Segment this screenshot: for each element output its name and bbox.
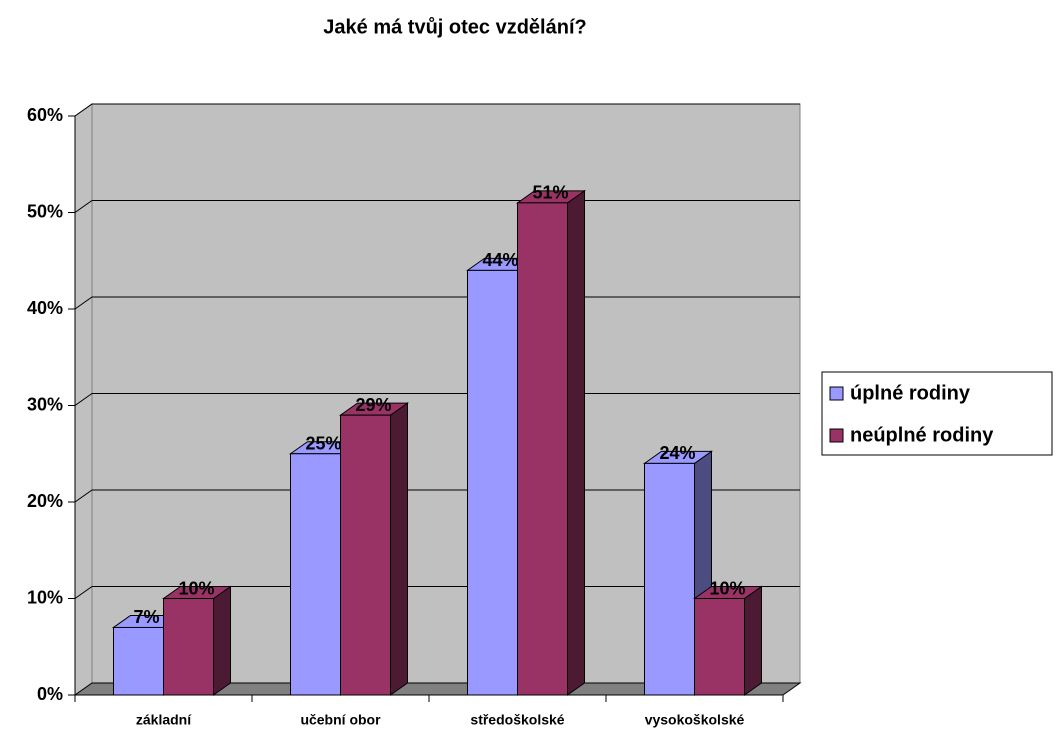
x-tick-label: středoškolské (470, 712, 564, 728)
x-tick-label: vysokoškolské (645, 712, 745, 728)
y-tick-label: 40% (27, 298, 63, 318)
data-label: 25% (305, 434, 341, 454)
grid-line (74, 103, 800, 117)
data-label: 7% (133, 607, 159, 627)
data-label: 24% (659, 443, 695, 463)
y-tick-label: 0% (37, 684, 63, 704)
x-tick-label: učební obor (300, 712, 381, 728)
bar-side (390, 402, 408, 696)
bar-side (567, 189, 585, 696)
legend-label: úplné rodiny (850, 382, 971, 404)
y-tick-label: 50% (27, 201, 63, 221)
data-label: 29% (355, 395, 391, 415)
y-tick-label: 60% (27, 105, 63, 125)
chart-title: Jaké má tvůj otec vzdělání? (323, 16, 586, 38)
bar (644, 462, 695, 696)
y-tick-label: 20% (27, 491, 63, 511)
bar (517, 202, 568, 696)
legend-label: neúplné rodiny (850, 424, 994, 446)
bar-side (213, 585, 231, 696)
bar (290, 453, 341, 696)
bar (340, 414, 391, 696)
bar-side (744, 585, 762, 696)
bar (163, 598, 214, 696)
y-tick-label: 30% (27, 394, 63, 414)
data-label: 10% (178, 578, 214, 598)
bar (467, 269, 518, 696)
bar (113, 626, 164, 696)
data-label: 10% (709, 578, 745, 598)
legend-swatch (829, 428, 844, 443)
y-tick-label: 10% (27, 587, 63, 607)
data-label: 51% (532, 183, 568, 203)
legend-swatch (829, 386, 844, 401)
bar (694, 598, 745, 696)
legend-box (821, 371, 1053, 456)
x-tick-label: základní (136, 712, 192, 728)
data-label: 44% (482, 250, 518, 270)
